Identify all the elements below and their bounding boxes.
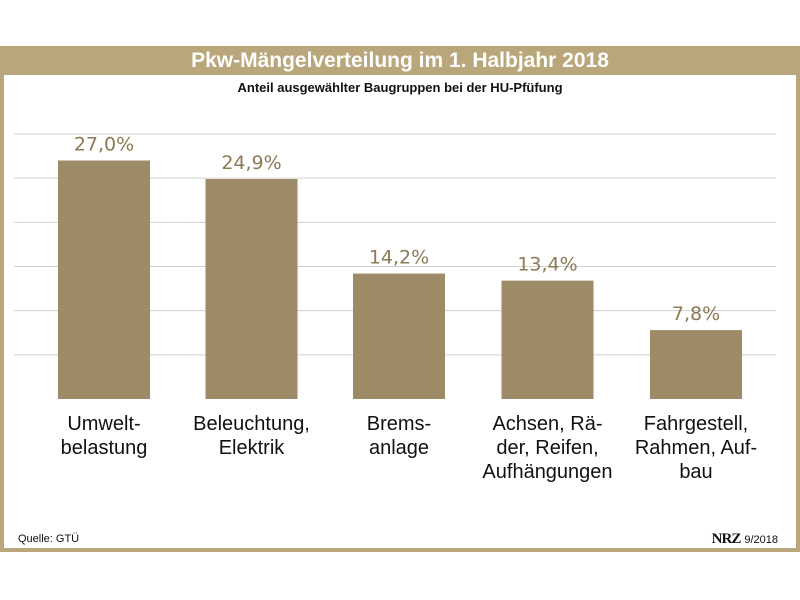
- data-label: 27,0%: [74, 134, 134, 156]
- source-note: Quelle: GTÜ: [18, 533, 80, 545]
- data-label: 24,9%: [221, 152, 281, 174]
- data-label: 14,2%: [369, 247, 429, 269]
- data-label: 7,8%: [672, 303, 720, 325]
- category-label: Achsen, Rä-der, Reifen, Aufhängungen: [482, 413, 613, 483]
- bar: [650, 330, 742, 399]
- bar: [353, 273, 445, 399]
- category-label: Brems-anlage: [366, 413, 432, 459]
- chart-title: Pkw-Mängelverteilung im 1. Halbjahr 2018: [0, 46, 800, 75]
- publication-date: 9/2018: [744, 534, 778, 546]
- nrz-logo: NRZ: [711, 531, 742, 547]
- bar: [501, 280, 594, 399]
- bar: [58, 160, 150, 399]
- category-label: Umwelt-belastung: [60, 413, 148, 459]
- data-label: 13,4%: [517, 254, 577, 276]
- category-label: Beleuchtung, Elektrik: [193, 413, 310, 459]
- category-label: Fahrgestell, Rahmen, Auf-bau: [634, 413, 758, 483]
- chart-subtitle: Anteil ausgewählter Baugruppen bei der H…: [237, 80, 563, 95]
- credit: NRZ 9/2018: [712, 531, 778, 548]
- bar: [205, 179, 298, 399]
